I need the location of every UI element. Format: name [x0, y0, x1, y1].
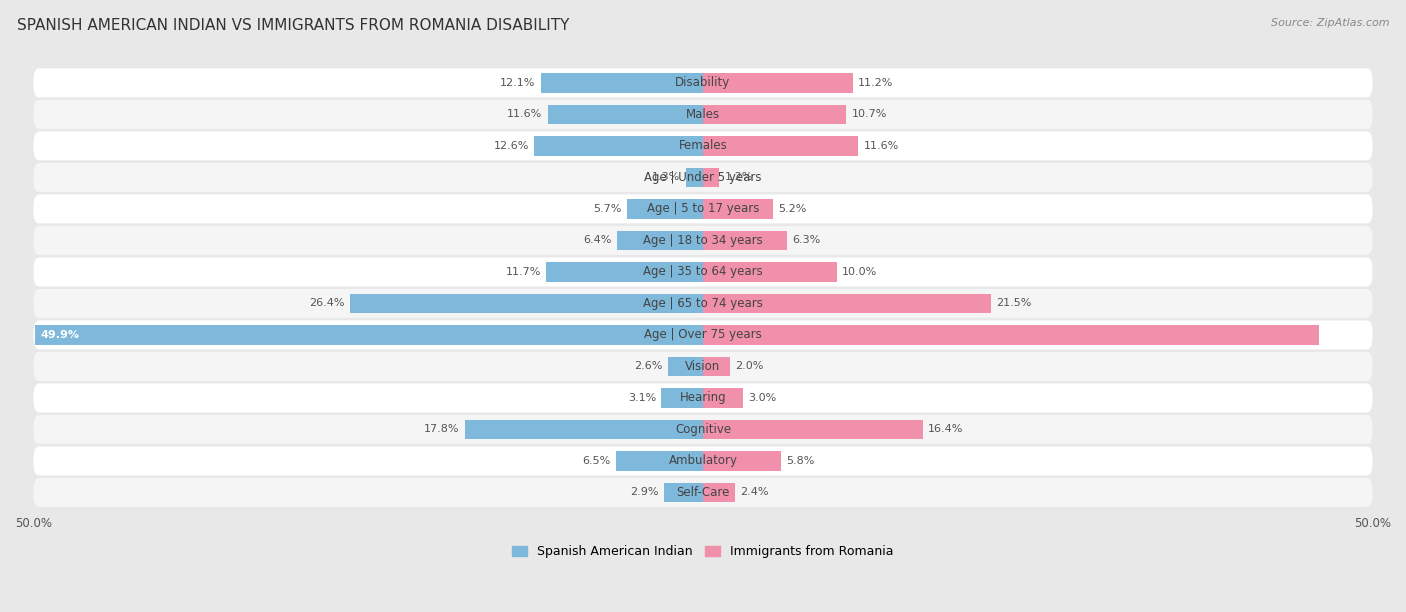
Bar [548, 105, 703, 124]
Text: Self-Care: Self-Care [676, 486, 730, 499]
Bar [703, 231, 787, 250]
Text: 5.2%: 5.2% [778, 204, 807, 214]
Bar [703, 483, 735, 502]
FancyBboxPatch shape [34, 447, 1372, 476]
Bar [664, 483, 703, 502]
FancyBboxPatch shape [34, 321, 1372, 349]
Text: 11.6%: 11.6% [863, 141, 898, 151]
Text: Age | 5 to 17 years: Age | 5 to 17 years [647, 203, 759, 215]
Text: Disability: Disability [675, 76, 731, 89]
Bar [686, 168, 703, 187]
Text: Cognitive: Cognitive [675, 423, 731, 436]
Text: 17.8%: 17.8% [423, 425, 460, 435]
Bar [668, 357, 703, 376]
Text: 6.5%: 6.5% [582, 456, 610, 466]
FancyBboxPatch shape [34, 258, 1372, 286]
FancyBboxPatch shape [34, 69, 1372, 97]
Bar [703, 262, 837, 282]
Text: Age | Under 5 years: Age | Under 5 years [644, 171, 762, 184]
Text: SPANISH AMERICAN INDIAN VS IMMIGRANTS FROM ROMANIA DISABILITY: SPANISH AMERICAN INDIAN VS IMMIGRANTS FR… [17, 18, 569, 34]
Text: 6.4%: 6.4% [583, 236, 612, 245]
FancyBboxPatch shape [34, 352, 1372, 381]
Text: 21.5%: 21.5% [997, 299, 1032, 308]
Text: Vision: Vision [685, 360, 721, 373]
Text: 5.7%: 5.7% [593, 204, 621, 214]
Bar [627, 199, 703, 218]
Bar [703, 105, 846, 124]
Text: Age | Over 75 years: Age | Over 75 years [644, 329, 762, 341]
Text: 2.0%: 2.0% [735, 362, 763, 371]
Bar [350, 294, 703, 313]
FancyBboxPatch shape [34, 132, 1372, 160]
Text: 2.6%: 2.6% [634, 362, 662, 371]
Text: Ambulatory: Ambulatory [668, 455, 738, 468]
Text: 10.0%: 10.0% [842, 267, 877, 277]
Text: Males: Males [686, 108, 720, 121]
Text: 11.7%: 11.7% [506, 267, 541, 277]
Bar [703, 325, 1319, 345]
Text: 12.1%: 12.1% [501, 78, 536, 88]
Bar [703, 199, 773, 218]
Bar [617, 231, 703, 250]
Text: Age | 65 to 74 years: Age | 65 to 74 years [643, 297, 763, 310]
Text: Age | 18 to 34 years: Age | 18 to 34 years [643, 234, 763, 247]
Bar [703, 357, 730, 376]
FancyBboxPatch shape [34, 100, 1372, 129]
Text: 1.3%: 1.3% [652, 173, 681, 182]
Text: Hearing: Hearing [679, 392, 727, 405]
Text: 46.0%: 46.0% [1327, 330, 1365, 340]
FancyBboxPatch shape [34, 415, 1372, 444]
Text: Source: ZipAtlas.com: Source: ZipAtlas.com [1271, 18, 1389, 28]
Bar [703, 420, 922, 439]
FancyBboxPatch shape [34, 478, 1372, 507]
Bar [534, 136, 703, 155]
FancyBboxPatch shape [34, 289, 1372, 318]
Text: 3.0%: 3.0% [748, 393, 776, 403]
Text: 16.4%: 16.4% [928, 425, 963, 435]
Text: 3.1%: 3.1% [628, 393, 657, 403]
Text: 6.3%: 6.3% [793, 236, 821, 245]
Legend: Spanish American Indian, Immigrants from Romania: Spanish American Indian, Immigrants from… [508, 540, 898, 563]
Text: 12.6%: 12.6% [494, 141, 529, 151]
Bar [703, 73, 853, 92]
Text: 2.4%: 2.4% [741, 488, 769, 498]
Text: 11.2%: 11.2% [858, 78, 894, 88]
Text: 5.8%: 5.8% [786, 456, 814, 466]
Text: 1.2%: 1.2% [724, 173, 752, 182]
Bar [35, 325, 703, 345]
Bar [464, 420, 703, 439]
Bar [703, 168, 718, 187]
Bar [703, 294, 991, 313]
Text: Age | 35 to 64 years: Age | 35 to 64 years [643, 266, 763, 278]
Bar [616, 451, 703, 471]
FancyBboxPatch shape [34, 163, 1372, 192]
Bar [661, 388, 703, 408]
Text: 11.6%: 11.6% [508, 110, 543, 119]
FancyBboxPatch shape [34, 384, 1372, 412]
Text: 2.9%: 2.9% [630, 488, 659, 498]
Text: 26.4%: 26.4% [309, 299, 344, 308]
Bar [547, 262, 703, 282]
FancyBboxPatch shape [34, 226, 1372, 255]
Text: Females: Females [679, 140, 727, 152]
Bar [703, 451, 780, 471]
Text: 49.9%: 49.9% [41, 330, 79, 340]
FancyBboxPatch shape [34, 195, 1372, 223]
Bar [703, 388, 744, 408]
Bar [703, 136, 858, 155]
Bar [541, 73, 703, 92]
Text: 10.7%: 10.7% [852, 110, 887, 119]
